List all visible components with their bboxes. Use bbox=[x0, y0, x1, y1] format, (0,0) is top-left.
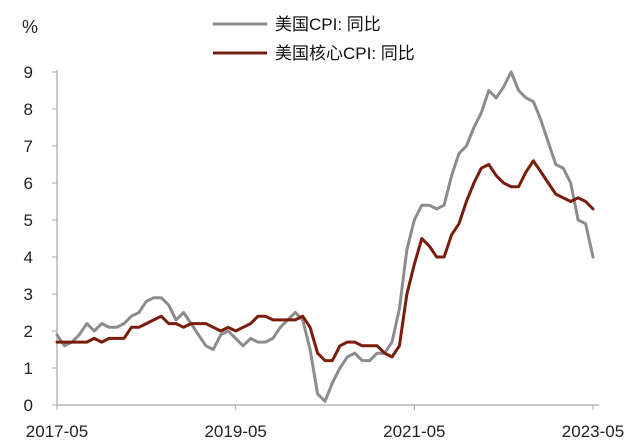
axes: 0 1 2 3 4 5 6 7 8 9 2017-05 2019-05 2021-05 2023-05 bbox=[24, 63, 625, 441]
y-tick-label: 0 bbox=[24, 396, 33, 415]
series-line-2 bbox=[55, 159, 595, 363]
legend-label-2: 美国核心CPI: 同比 bbox=[275, 44, 415, 63]
x-tick-label: 2017-05 bbox=[26, 422, 88, 441]
y-tick-label: 6 bbox=[24, 174, 33, 193]
y-tick-label: 5 bbox=[24, 211, 33, 230]
y-tick-label: 7 bbox=[24, 137, 33, 156]
y-tick-label: 2 bbox=[24, 322, 33, 341]
series-line-1 bbox=[55, 70, 595, 403]
x-tick-label: 2021-05 bbox=[383, 422, 445, 441]
y-tick-label: 1 bbox=[24, 359, 33, 378]
y-tick-label: 4 bbox=[24, 248, 33, 267]
x-tick-label: 2023-05 bbox=[562, 422, 624, 441]
legend-label-1: 美国CPI: 同比 bbox=[275, 15, 381, 34]
series-lines bbox=[55, 70, 595, 403]
y-tick-label: 3 bbox=[24, 285, 33, 304]
x-tick-label: 2019-05 bbox=[204, 422, 266, 441]
y-tick-label: 8 bbox=[24, 100, 33, 119]
y-unit-label: % bbox=[22, 17, 38, 37]
y-tick-label: 9 bbox=[24, 63, 33, 82]
